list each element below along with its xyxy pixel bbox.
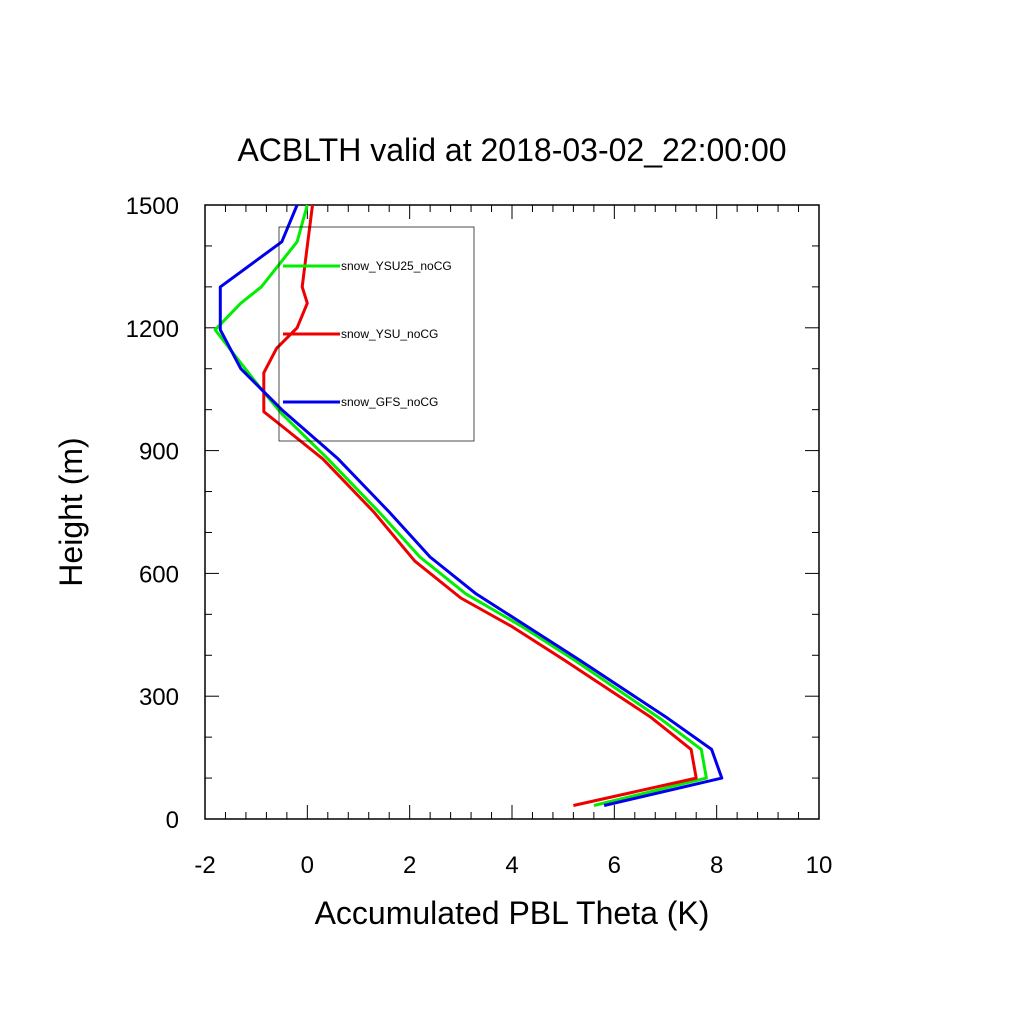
x-tick-label: 10 [806, 852, 833, 879]
series-line-snow_GFS_noCG [218, 204, 724, 807]
legend: snow_YSU25_noCG snow_YSU_noCG snow_GFS_noC… [278, 226, 475, 442]
series-line-snow_YSU_noCG [262, 204, 698, 807]
x-tick-label: 2 [403, 852, 416, 879]
x-tick-label: 0 [301, 852, 314, 879]
data-lines [213, 204, 724, 807]
y-tick-label: 1500 [126, 193, 179, 220]
y-tick-label: 300 [139, 684, 179, 711]
chart-title: ACBLTH valid at 2018-03-02_22:00:00 [237, 132, 786, 168]
y-axis-label: Height (m) [53, 437, 89, 586]
y-tick-label: 600 [139, 561, 179, 588]
x-axis-label: Accumulated PBL Theta (K) [315, 895, 710, 931]
axis-ticks: -2 0 2 4 6 8 10 0 300 600 900 1200 1500 [126, 193, 833, 879]
plot-frame [204, 204, 820, 820]
legend-label: snow_YSU_noCG [341, 327, 438, 341]
x-tick-label: 6 [608, 852, 621, 879]
legend-label: snow_YSU25_noCG [341, 259, 452, 273]
legend-label: snow_GFS_noCG [341, 395, 438, 409]
series-line-snow_YSU25_noCG [213, 204, 708, 807]
y-tick-label: 0 [166, 807, 179, 834]
x-tick-label: -2 [194, 852, 215, 879]
x-tick-label: 8 [710, 852, 723, 879]
y-tick-label: 900 [139, 439, 179, 466]
x-tick-label: 4 [505, 852, 518, 879]
y-tick-label: 1200 [126, 316, 179, 343]
legend-box [278, 226, 475, 442]
